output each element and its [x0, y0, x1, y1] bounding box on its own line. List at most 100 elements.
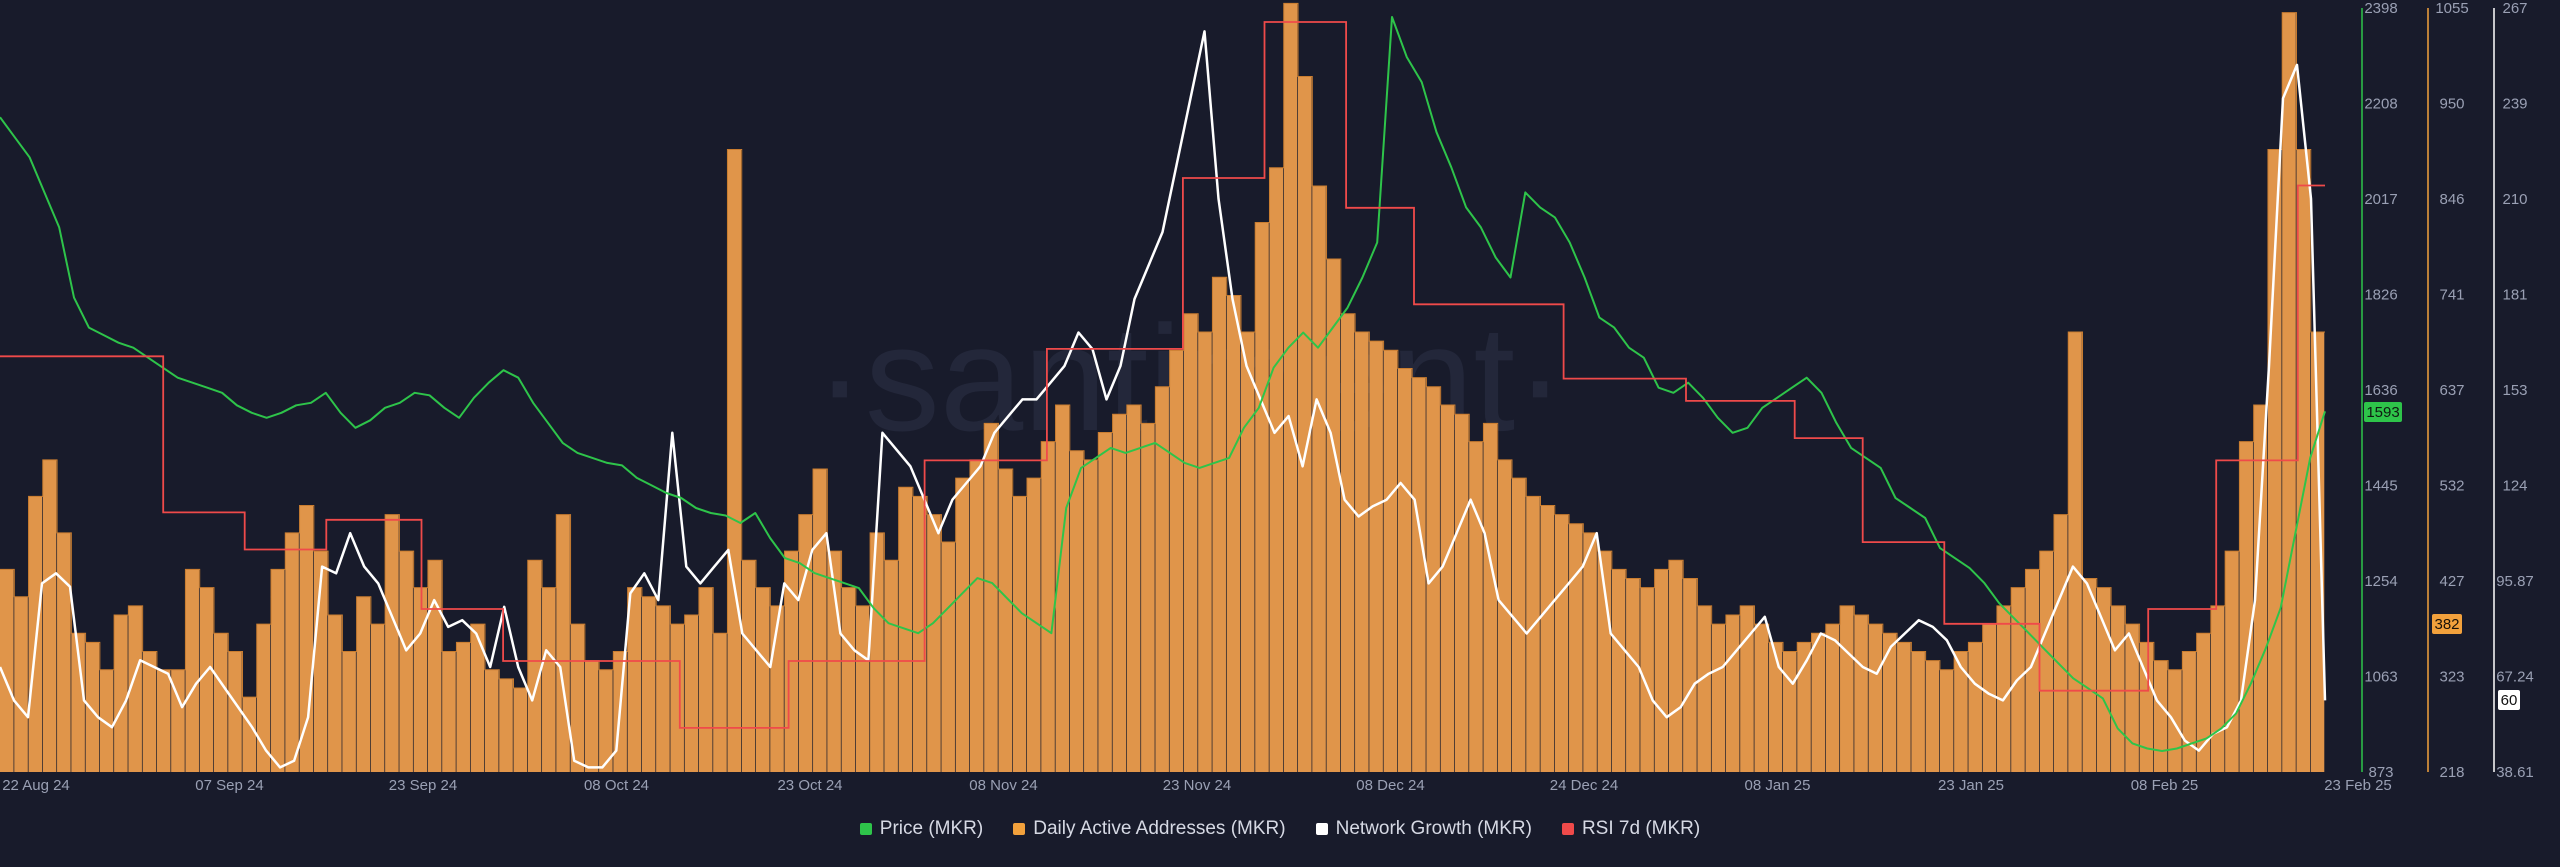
daa-bar — [1569, 523, 1583, 772]
legend-item-rsi[interactable]: RSI 7d (MKR) — [1561, 818, 1700, 840]
daa-bar — [1897, 642, 1911, 772]
daa-bar — [1640, 587, 1654, 772]
daa-bar — [1483, 423, 1497, 772]
x-tick-label: 08 Feb 25 — [2131, 777, 2199, 794]
daa-bar — [656, 605, 670, 772]
daa-bar — [470, 624, 485, 772]
rsi-line — [0, 21, 2325, 729]
daa-bar — [955, 478, 970, 772]
daa-bar — [2025, 569, 2040, 772]
daa-bar — [912, 496, 927, 772]
daa-bar — [841, 587, 856, 772]
daa-bar — [1668, 560, 1683, 772]
x-tick-label: 08 Oct 24 — [584, 777, 649, 794]
x-tick-label: 08 Dec 24 — [1356, 777, 1424, 794]
y-tick-label-price: 1826 — [2364, 287, 2397, 304]
daa-bar — [1226, 295, 1241, 772]
y-tick-label-daa: 1055 — [2435, 0, 2468, 17]
daa-bar — [1711, 624, 1726, 772]
daa-bar — [513, 688, 528, 772]
daa-bar — [1925, 660, 1940, 772]
daa-bar — [1683, 578, 1697, 772]
daa-bar — [1968, 642, 1982, 772]
daa-bar — [1725, 615, 1740, 772]
daa-bar — [2168, 669, 2182, 772]
daa-bar — [1383, 350, 1398, 772]
daa-bar — [399, 551, 413, 772]
y-tick-label-daa: 218 — [2439, 764, 2464, 781]
daa-bar — [1697, 605, 1711, 772]
daa-bar — [1782, 651, 1797, 772]
daa-bar — [1240, 332, 1255, 772]
legend-item-price[interactable]: Price (MKR) — [859, 818, 984, 840]
daa-bar — [1611, 569, 1626, 772]
daa-bar — [171, 669, 185, 772]
legend-label-price: Price (MKR) — [879, 818, 984, 839]
daa-bar — [1198, 332, 1212, 772]
legend-item-daa[interactable]: Daily Active Addresses (MKR) — [1013, 818, 1286, 840]
daa-bar — [941, 541, 955, 772]
daa-bar — [299, 505, 314, 772]
price-line — [0, 16, 2326, 752]
daa-bar — [2282, 12, 2296, 773]
daa-bar — [213, 633, 228, 772]
daa-bar — [556, 514, 570, 772]
x-tick-label: 23 Feb 25 — [2324, 777, 2392, 794]
daa-bar — [1012, 496, 1027, 772]
legend-item-network-growth[interactable]: Network Growth (MKR) — [1315, 818, 1532, 840]
x-tick-label: 23 Oct 24 — [777, 777, 842, 794]
daa-bar — [1041, 441, 1055, 772]
daa-bar — [1797, 642, 1811, 772]
daa-bar — [1283, 3, 1298, 772]
daa-bar — [1397, 368, 1412, 772]
daa-bar — [1355, 332, 1369, 772]
daa-bar — [1141, 423, 1155, 772]
x-tick-label: 08 Nov 24 — [969, 777, 1037, 794]
daa-bar — [1084, 459, 1098, 772]
daa-bar — [542, 587, 556, 772]
daa-bar — [741, 560, 756, 772]
legend-swatch-price — [859, 823, 872, 835]
y-tick-label-daa: 532 — [2439, 478, 2464, 495]
daa-bar — [185, 569, 199, 772]
daa-bar — [71, 633, 85, 772]
x-tick-label: 22 Aug 24 — [2, 777, 70, 794]
y-tick-label-price: 873 — [2368, 764, 2393, 781]
daa-bar — [99, 669, 114, 772]
daa-bar — [969, 459, 984, 772]
daa-bar — [1169, 350, 1184, 772]
daa-bar — [156, 669, 171, 772]
daa-bar — [114, 615, 128, 772]
daa-bar — [1540, 505, 1555, 772]
y-tick-label-daa: 427 — [2439, 573, 2464, 590]
daa-bar — [884, 560, 898, 772]
daa-bar — [1112, 414, 1127, 772]
daa-bar — [684, 615, 699, 772]
y-tick-label-daa: 741 — [2439, 287, 2464, 304]
y-tick-label-daa: 637 — [2439, 382, 2464, 399]
daa-bar — [356, 596, 371, 772]
y-tick-label-price: 2017 — [2364, 191, 2397, 208]
daa-bar — [1740, 605, 1754, 772]
legend-label-network-growth: Network Growth (MKR) — [1335, 818, 1532, 839]
series-lines — [0, 2, 2327, 769]
daa-bar — [484, 669, 499, 772]
daa-bar — [1298, 76, 1312, 772]
daa-bar — [599, 669, 613, 772]
daa-bar — [2082, 578, 2097, 772]
daa-bar — [2096, 587, 2111, 772]
axes: 22 Aug 24 07 Sep 24 23 Sep 24 08 Oct 24 23 O… — [2, 0, 2534, 794]
daa-bar — [2053, 514, 2068, 772]
daa-bar — [2111, 605, 2125, 772]
daa-bar — [1982, 624, 1997, 772]
x-tick-label: 07 Sep 24 — [195, 777, 263, 794]
daa-badge-text: 382 — [2434, 616, 2459, 633]
daa-bar — [1583, 532, 1597, 772]
legend-swatch-network-growth — [1315, 823, 1328, 835]
daa-bar — [1255, 222, 1269, 773]
daa-bar — [1069, 450, 1084, 772]
daa-bar — [427, 560, 442, 772]
daa-bar — [2139, 642, 2154, 772]
daa-bar — [1526, 496, 1540, 772]
